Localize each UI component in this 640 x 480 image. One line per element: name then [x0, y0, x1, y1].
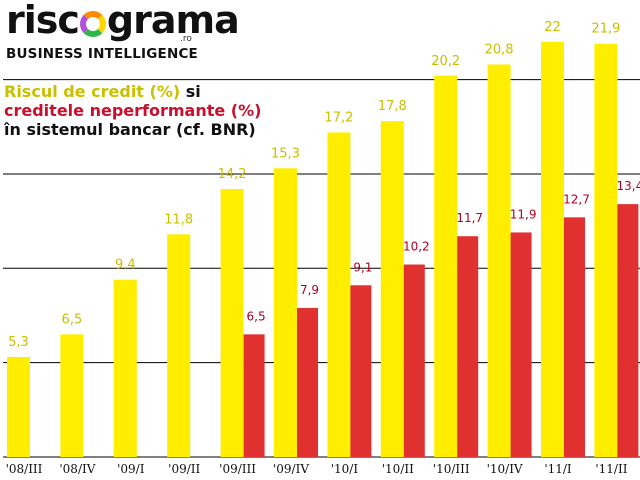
data-label-series1: 11,8	[164, 212, 193, 227]
x-tick-label: '09/III	[219, 462, 256, 476]
logo-wordmark: risc grama	[6, 0, 240, 42]
bar-series1	[434, 75, 458, 458]
bar-series2	[297, 307, 318, 457]
data-label-series1: 22	[544, 20, 561, 35]
data-label-series2: 12,7	[563, 192, 590, 206]
bar-series1	[7, 356, 30, 457]
x-tick-label: '11/I	[544, 462, 572, 476]
bar-series1	[487, 64, 511, 457]
chart-title-line1: Riscul de credit (%) si	[4, 82, 201, 101]
data-label-series2: 6,5	[247, 309, 266, 323]
bar-series2	[564, 217, 585, 457]
data-label-series1: 17,2	[324, 110, 353, 125]
logo-tagline: BUSINESS INTELLIGENCE	[6, 46, 198, 62]
bar-series2	[457, 236, 479, 457]
data-label-series1: 9,4	[115, 258, 136, 273]
chart-title-line3: în sistemul bancar (cf. BNR)	[4, 120, 256, 139]
bar-series2	[243, 334, 265, 457]
bar-series1	[274, 168, 297, 457]
data-label-series2: 11,9	[510, 207, 537, 221]
x-tick-label: '09/II	[168, 462, 200, 476]
bar-series1	[220, 189, 244, 457]
logo-tld: .ro	[180, 34, 192, 44]
bar-series1	[541, 41, 564, 458]
chart-title: Riscul de credit (%) si creditele neperf…	[4, 82, 261, 139]
bar-series2	[510, 232, 532, 457]
bar-series1	[113, 279, 137, 457]
x-tick-label: '10/II	[382, 462, 414, 476]
x-tick-label: '10/IV	[487, 462, 523, 476]
data-label-series1: 21,9	[591, 22, 620, 37]
data-label-series1: 5,3	[8, 335, 29, 350]
data-label-series2: 10,2	[403, 240, 430, 254]
x-tick-label: '08/IV	[59, 462, 95, 476]
x-tick-label: '10/III	[433, 462, 470, 476]
data-label-series2: 9,1	[353, 260, 372, 274]
bar-series1	[327, 132, 351, 457]
data-label-series2: 7,9	[300, 283, 319, 297]
riscograma-logo: risc grama .ro BUSINESS INTELLIGENCE	[4, 0, 240, 70]
x-tick-label: '09/I	[117, 462, 145, 476]
bar-series2	[403, 264, 425, 457]
data-label-series1: 15,3	[271, 146, 300, 161]
data-label-series2: 13,4	[617, 179, 640, 193]
x-tick-label: '11/II	[595, 462, 627, 476]
bar-series1	[60, 334, 84, 457]
bar-series2	[617, 204, 639, 457]
data-label-series1: 17,8	[378, 99, 407, 114]
x-tick-label: '09/IV	[273, 462, 309, 476]
data-label-series2: 11,7	[456, 211, 483, 225]
x-tick-label: '10/I	[331, 462, 359, 476]
bar-series2	[350, 285, 372, 457]
logo-ring-icon	[79, 11, 106, 37]
bar-series1	[380, 121, 404, 457]
data-label-series1: 20,2	[431, 54, 460, 69]
data-label-series1: 6,5	[62, 312, 83, 327]
bar-series1	[167, 234, 191, 457]
chart-title-line2: creditele neperformante (%)	[4, 101, 262, 120]
data-label-series1: 20,8	[485, 43, 514, 58]
bar-series1	[594, 43, 618, 457]
x-tick-label: '08/III	[6, 462, 43, 476]
data-label-series1: 14,2	[218, 167, 247, 182]
